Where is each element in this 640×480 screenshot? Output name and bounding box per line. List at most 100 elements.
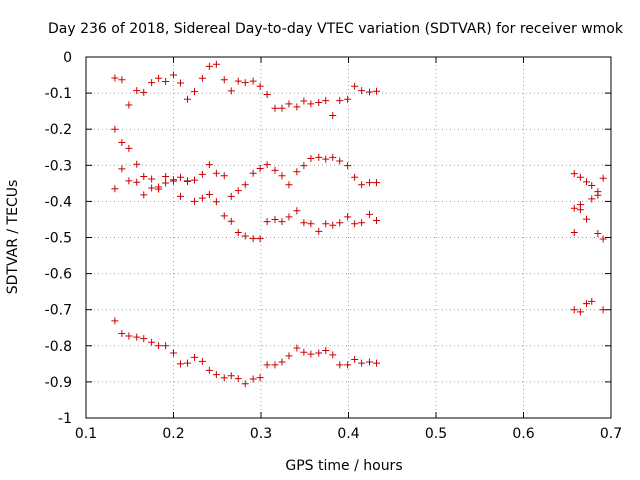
data-point <box>198 357 206 365</box>
data-point <box>285 100 293 108</box>
data-point <box>271 104 279 112</box>
data-point <box>570 228 578 236</box>
data-point <box>373 87 380 95</box>
y-tick-label: 0 <box>63 50 72 66</box>
x-tick-label: 0.5 <box>425 426 447 442</box>
data-point <box>263 218 271 226</box>
chart-title: Day 236 of 2018, Sidereal Day-to-day VTE… <box>48 21 624 37</box>
data-point <box>111 74 119 82</box>
data-point <box>322 220 330 228</box>
data-point <box>315 349 323 357</box>
data-point <box>249 169 257 177</box>
data-point <box>118 165 126 173</box>
data-point <box>191 353 198 361</box>
y-tick-label: -0.6 <box>45 267 72 283</box>
data-point <box>358 181 366 189</box>
data-point <box>111 125 119 133</box>
data-point <box>198 194 206 202</box>
data-point <box>278 218 286 226</box>
data-point <box>278 358 286 366</box>
data-point <box>256 82 264 90</box>
data-point <box>125 144 133 152</box>
data-point <box>344 95 352 103</box>
ticks <box>85 56 612 419</box>
data-point <box>366 88 373 96</box>
data-point <box>293 168 301 176</box>
data-point <box>293 207 301 215</box>
data-point <box>148 175 156 183</box>
data-point <box>191 88 198 96</box>
data-point <box>220 172 228 180</box>
y-tick-label: -0.8 <box>45 339 72 355</box>
data-point <box>599 174 607 182</box>
data-point <box>177 192 184 200</box>
data-point <box>133 87 141 95</box>
data-point <box>278 104 286 112</box>
y-axis-label: SDTVAR / TECUs <box>5 180 21 295</box>
y-tick-label: -0.7 <box>45 303 72 319</box>
data-point <box>133 333 141 341</box>
data-point <box>358 219 366 227</box>
data-point <box>125 177 133 185</box>
data-point <box>234 228 242 236</box>
data-point <box>249 77 257 85</box>
data-point <box>184 178 191 186</box>
data-point <box>588 182 596 190</box>
x-tick-label: 0.2 <box>162 426 184 442</box>
y-tick-label: -0.4 <box>45 194 72 210</box>
data-point <box>366 210 373 218</box>
data-point <box>162 179 170 187</box>
y-tick-label: -0.9 <box>45 375 72 391</box>
data-point <box>329 111 337 119</box>
data-point <box>241 232 249 240</box>
data-point <box>205 161 213 169</box>
data-point <box>344 213 352 221</box>
data-point <box>576 308 584 316</box>
data-point <box>300 219 308 227</box>
data-point <box>344 162 352 170</box>
data-point <box>205 62 213 70</box>
data-point <box>205 191 213 199</box>
data-point <box>177 360 184 368</box>
data-point <box>125 101 133 109</box>
data-point <box>184 95 191 103</box>
data-point <box>293 103 301 111</box>
data-point <box>249 375 257 383</box>
data-point <box>212 371 220 379</box>
data-point <box>307 220 315 228</box>
data-point <box>111 317 119 325</box>
data-point <box>220 76 228 84</box>
data-point <box>148 79 156 87</box>
data-point <box>329 153 337 161</box>
data-point <box>140 335 148 343</box>
data-point <box>599 306 607 314</box>
data-point <box>125 332 133 340</box>
data-point <box>140 172 148 180</box>
y-tick-label: -1 <box>58 411 72 427</box>
data-point <box>336 361 344 369</box>
data-point <box>220 374 228 382</box>
grid <box>86 57 611 418</box>
data-point <box>256 374 264 382</box>
data-point <box>170 349 177 357</box>
data-point <box>358 87 366 95</box>
data-point <box>570 170 578 178</box>
data-point <box>336 97 344 105</box>
data-point <box>205 366 213 374</box>
data-point <box>293 344 301 352</box>
data-point <box>336 219 344 227</box>
data-point <box>140 191 148 199</box>
y-tick-label: -0.2 <box>45 122 72 138</box>
data-point <box>220 212 228 220</box>
data-point <box>256 165 264 173</box>
data-point <box>133 160 141 168</box>
data-point <box>351 220 359 228</box>
data-point <box>227 217 235 225</box>
data-point <box>366 179 373 187</box>
data-point <box>155 183 163 191</box>
x-tick-label: 0.1 <box>75 426 97 442</box>
data-point <box>162 78 170 86</box>
data-point <box>155 342 163 350</box>
data-point <box>271 361 279 369</box>
data-point <box>162 342 170 350</box>
